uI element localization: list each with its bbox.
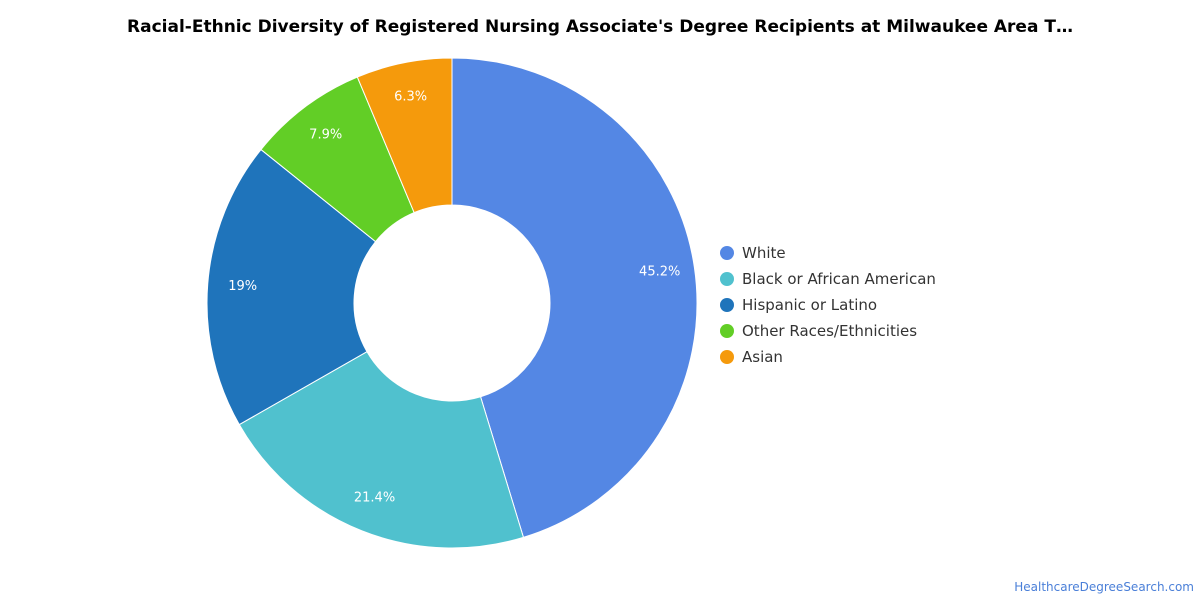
legend-swatch-hispanic-or-latino — [720, 298, 734, 312]
legend-item-white[interactable]: White — [720, 240, 936, 266]
donut-slices — [206, 57, 698, 549]
slice-white[interactable] — [451, 57, 698, 538]
chart-title: Racial-Ethnic Diversity of Registered Nu… — [127, 17, 1073, 37]
legend-item-black-or-african-american[interactable]: Black or African American — [720, 266, 936, 292]
slice-black-or-african-american[interactable] — [238, 350, 525, 549]
slice-label-other-races-ethnicities: 7.9% — [309, 128, 342, 143]
slice-hispanic-or-latino[interactable] — [206, 148, 377, 426]
chart-legend: White Black or African American Hispanic o… — [720, 240, 936, 370]
legend-item-asian[interactable]: Asian — [720, 344, 936, 370]
legend-swatch-white — [720, 246, 734, 260]
legend-swatch-black-or-african-american — [720, 272, 734, 286]
legend-label-other-races-ethnicities: Other Races/Ethnicities — [742, 322, 918, 340]
slice-label-asian: 6.3% — [394, 90, 427, 105]
legend-swatch-other-races-ethnicities — [720, 324, 734, 338]
slice-label-black-or-african-american: 21.4% — [354, 491, 395, 506]
legend-label-white: White — [742, 244, 786, 262]
slice-label-hispanic-or-latino: 19% — [228, 279, 257, 294]
source-link[interactable]: HealthcareDegreeSearch.com — [1014, 580, 1194, 594]
donut-slice-labels: 45.2% 21.4% 19% 7.9% 6.3% — [228, 90, 680, 506]
legend-item-other-races-ethnicities[interactable]: Other Races/Ethnicities — [720, 318, 936, 344]
slice-asian[interactable] — [356, 57, 453, 214]
slice-label-white: 45.2% — [639, 265, 680, 280]
legend-item-hispanic-or-latino[interactable]: Hispanic or Latino — [720, 292, 936, 318]
legend-label-asian: Asian — [742, 348, 783, 366]
legend-label-black-or-african-american: Black or African American — [742, 270, 936, 288]
legend-swatch-asian — [720, 350, 734, 364]
legend-label-hispanic-or-latino: Hispanic or Latino — [742, 296, 878, 314]
